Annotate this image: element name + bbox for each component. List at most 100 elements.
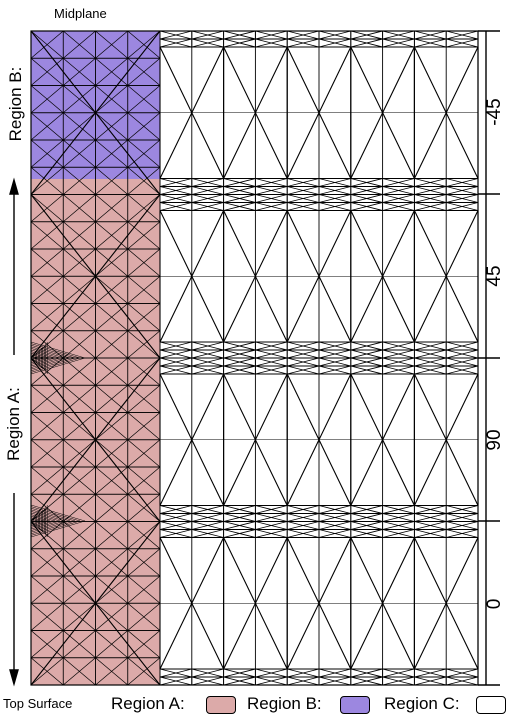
mesh-line: [159, 513, 192, 522]
mesh-line: [446, 505, 479, 514]
mesh-line: [318, 357, 351, 367]
mesh-line: [95, 166, 128, 195]
mesh-line: [63, 412, 96, 441]
legend-swatch-region-a: [206, 696, 236, 714]
mesh-line: [30, 357, 66, 368]
mesh-line: [127, 602, 161, 631]
mesh-line: [414, 513, 447, 522]
mesh-line: [414, 521, 447, 530]
mesh-line: [127, 166, 161, 195]
mesh-line: [30, 630, 64, 659]
mesh-line: [30, 357, 76, 372]
mesh-line: [63, 57, 96, 86]
mesh-line: [95, 85, 128, 114]
mesh-line: [287, 349, 320, 359]
mesh-line: [414, 186, 447, 195]
mesh-line: [191, 194, 224, 203]
mesh-line: [382, 194, 415, 203]
mesh-line: [127, 384, 161, 413]
mesh-line: [95, 439, 128, 468]
mesh-line: [382, 521, 415, 530]
mesh-line: [318, 194, 351, 203]
mesh-line: [318, 529, 351, 538]
mesh-line: [446, 186, 479, 195]
mesh-line: [95, 30, 128, 59]
mesh-line: [191, 30, 224, 40]
mesh-line: [127, 357, 161, 386]
mesh-line: [223, 349, 256, 359]
mesh-line: [159, 186, 192, 195]
mesh-line: [414, 178, 447, 187]
mesh-line: [382, 668, 415, 678]
mesh-line: [446, 357, 479, 367]
mesh-line: [318, 365, 351, 375]
mesh-line: [159, 349, 192, 359]
mesh-line: [446, 341, 479, 351]
mesh-line: [30, 351, 56, 359]
mesh-line: [127, 139, 161, 168]
legend-label-region-a: Region A:: [111, 694, 185, 713]
mesh-line: [223, 357, 256, 367]
legend-swatch-region-c: [476, 696, 506, 714]
legend-swatch-region-b: [340, 696, 370, 714]
mesh-line: [255, 178, 288, 187]
mesh-line: [382, 365, 415, 375]
mesh-line: [382, 341, 415, 351]
mesh-line: [95, 630, 128, 659]
mesh-line: [159, 521, 192, 530]
mesh-line: [255, 505, 288, 514]
mesh-line: [159, 194, 192, 203]
mesh-line: [95, 412, 128, 441]
mesh-line: [30, 520, 41, 523]
mesh-line: [127, 221, 161, 250]
mesh-line: [30, 357, 161, 522]
mesh-line: [63, 112, 96, 141]
mesh-line: [159, 357, 192, 367]
mesh-line: [414, 341, 447, 351]
mesh-line: [127, 330, 161, 359]
mesh-line: [255, 194, 288, 203]
mesh-line: [30, 344, 76, 359]
mesh-line: [95, 275, 128, 304]
mesh-line: [255, 30, 288, 40]
mesh-line: [382, 186, 415, 195]
mesh-line: [30, 248, 64, 277]
mesh-line: [159, 668, 192, 678]
top-surface-label: Top Surface: [3, 696, 73, 711]
mesh-line: [30, 519, 41, 522]
mesh-line: [127, 493, 161, 522]
mesh-line: [30, 357, 56, 365]
mesh-line: [63, 221, 96, 250]
mesh-line: [63, 384, 96, 413]
mesh-line: [350, 513, 383, 522]
mesh-line: [95, 303, 128, 332]
mesh-line: [350, 529, 383, 538]
mesh-line: [223, 676, 256, 686]
mesh-line: [287, 202, 320, 211]
mesh-line: [95, 330, 128, 359]
mesh-line: [414, 38, 447, 48]
mesh-line: [287, 357, 320, 367]
mesh-line: [255, 521, 288, 530]
mesh-line: [127, 194, 161, 223]
mesh-line: [414, 357, 447, 367]
mesh-line: [30, 506, 81, 522]
mesh-line: [30, 509, 71, 522]
mesh-line: [255, 349, 288, 359]
mesh-line: [318, 505, 351, 514]
mesh-line: [414, 30, 447, 40]
mesh-line: [382, 513, 415, 522]
mesh-line: [287, 668, 320, 678]
mesh-line: [159, 505, 192, 514]
mesh-line: [30, 352, 51, 359]
mesh-line: [287, 178, 320, 187]
mesh-line: [127, 521, 161, 550]
mesh-line: [223, 505, 256, 514]
mesh-line: [191, 349, 224, 359]
ply-angle-label: 0: [484, 598, 505, 610]
ply-scale: [478, 30, 500, 686]
mesh-line: [30, 194, 64, 223]
mesh-line: [30, 511, 66, 522]
mesh-line: [382, 349, 415, 359]
mesh-line: [30, 515, 51, 522]
